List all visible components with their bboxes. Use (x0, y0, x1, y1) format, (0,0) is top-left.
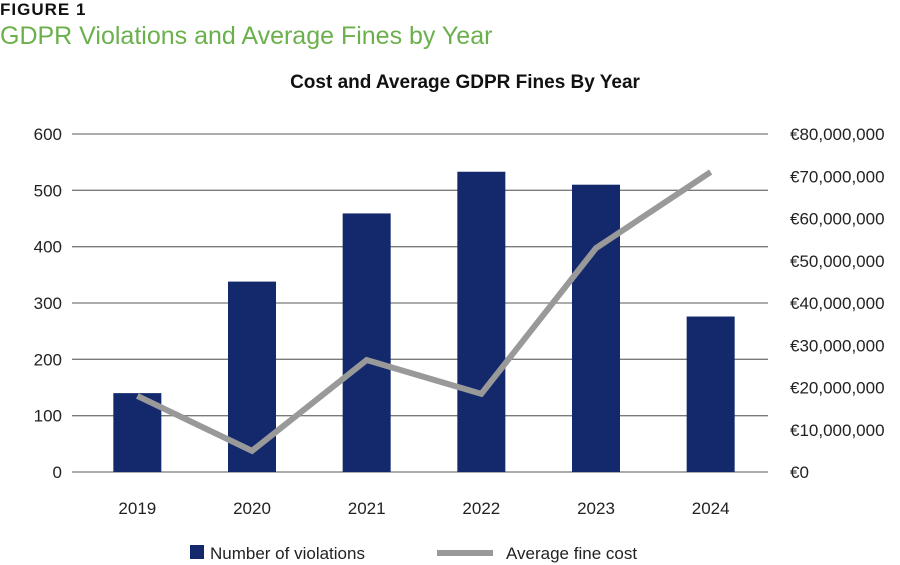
x-tick-label: 2024 (692, 499, 730, 518)
legend-label-violations: Number of violations (210, 544, 365, 563)
figure-title: GDPR Violations and Average Fines by Yea… (0, 22, 493, 50)
chart-title: Cost and Average GDPR Fines By Year (290, 72, 640, 93)
right-tick-label: €40,000,000 (790, 294, 885, 313)
left-tick-label: 0 (53, 463, 62, 482)
left-tick-label: 300 (34, 294, 62, 313)
bar-2022 (457, 171, 506, 472)
left-tick-label: 600 (34, 125, 62, 144)
right-tick-label: €50,000,000 (790, 252, 885, 271)
left-tick-label: 100 (34, 407, 62, 426)
x-tick-label: 2021 (348, 499, 386, 518)
bar-2021 (342, 213, 391, 472)
bar-2023 (572, 184, 620, 472)
right-tick-label: €10,000,000 (790, 421, 885, 440)
right-tick-label: €20,000,000 (790, 379, 885, 398)
right-tick-label: €0 (790, 463, 809, 482)
legend-label-fine-cost: Average fine cost (506, 544, 637, 563)
x-tick-label: 2022 (462, 499, 500, 518)
x-tick-label: 2023 (577, 499, 615, 518)
right-tick-label: €30,000,000 (790, 336, 885, 355)
x-tick-label: 2019 (118, 499, 156, 518)
figure-label: FIGURE 1 (0, 0, 87, 19)
right-tick-label: €80,000,000 (790, 125, 885, 144)
average-fine-line (136, 169, 713, 455)
right-tick-label: €60,000,000 (790, 210, 885, 229)
bar-2024 (686, 316, 735, 472)
legend-swatch-violations (190, 545, 204, 559)
x-tick-label: 2020 (233, 499, 271, 518)
left-tick-label: 200 (34, 350, 62, 369)
left-tick-label: 500 (34, 181, 62, 200)
right-tick-label: €70,000,000 (790, 167, 885, 186)
left-tick-label: 400 (34, 238, 62, 257)
